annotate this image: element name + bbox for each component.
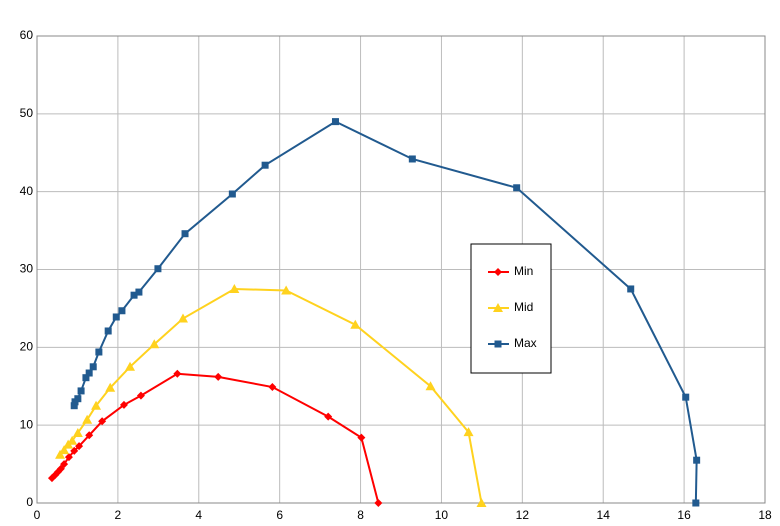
legend-marker bbox=[494, 340, 502, 348]
marker bbox=[281, 285, 292, 295]
marker bbox=[130, 291, 138, 299]
marker bbox=[112, 313, 120, 321]
marker bbox=[268, 383, 277, 392]
marker bbox=[173, 369, 182, 378]
marker bbox=[324, 412, 333, 421]
marker bbox=[70, 446, 79, 455]
y-tick-label: 10 bbox=[20, 417, 34, 431]
marker bbox=[72, 427, 83, 437]
marker bbox=[82, 414, 93, 424]
marker bbox=[331, 118, 339, 126]
y-tick-label: 30 bbox=[20, 262, 34, 276]
marker bbox=[67, 435, 78, 445]
marker bbox=[77, 387, 85, 395]
x-tick-label: 14 bbox=[597, 508, 611, 522]
y-tick-label: 20 bbox=[20, 340, 34, 354]
marker bbox=[98, 417, 107, 426]
marker bbox=[357, 433, 366, 442]
y-tick-label: 40 bbox=[20, 184, 34, 198]
marker bbox=[85, 431, 94, 440]
marker bbox=[55, 449, 66, 459]
legend-box bbox=[470, 243, 552, 374]
marker bbox=[463, 427, 474, 437]
x-tick-label: 4 bbox=[195, 508, 202, 522]
marker bbox=[135, 288, 143, 296]
marker bbox=[104, 327, 112, 335]
marker bbox=[229, 283, 240, 293]
y-tick-label: 50 bbox=[20, 106, 34, 120]
legend-label: Min bbox=[514, 264, 533, 278]
marker bbox=[408, 155, 416, 163]
marker bbox=[214, 372, 223, 381]
marker bbox=[60, 460, 69, 469]
marker bbox=[149, 339, 160, 349]
legend-label: Mid bbox=[514, 300, 533, 314]
marker bbox=[64, 453, 73, 462]
marker bbox=[136, 391, 145, 400]
marker bbox=[476, 498, 487, 507]
marker bbox=[261, 161, 269, 169]
marker bbox=[513, 184, 521, 192]
marker bbox=[89, 363, 97, 371]
series-line bbox=[59, 287, 483, 504]
marker bbox=[74, 395, 82, 403]
marker bbox=[154, 265, 162, 273]
marker bbox=[70, 402, 78, 410]
x-tick-label: 2 bbox=[115, 508, 122, 522]
marker bbox=[425, 381, 436, 391]
marker bbox=[627, 285, 635, 293]
marker bbox=[350, 319, 361, 329]
x-tick-label: 0 bbox=[34, 508, 41, 522]
x-tick-label: 16 bbox=[677, 508, 691, 522]
marker bbox=[118, 307, 126, 315]
marker bbox=[693, 456, 701, 464]
plot-border bbox=[36, 35, 766, 504]
y-tick-label: 60 bbox=[20, 28, 34, 42]
marker bbox=[85, 369, 93, 377]
x-tick-label: 18 bbox=[758, 508, 772, 522]
marker bbox=[91, 400, 102, 410]
legend-marker bbox=[494, 268, 502, 276]
marker bbox=[178, 313, 189, 323]
legend-marker bbox=[493, 303, 503, 312]
marker bbox=[181, 230, 189, 238]
marker bbox=[682, 393, 690, 401]
marker bbox=[119, 400, 128, 409]
legend-label: Max bbox=[514, 336, 537, 350]
marker bbox=[82, 374, 90, 382]
marker bbox=[105, 382, 116, 392]
marker bbox=[374, 499, 383, 507]
marker bbox=[59, 445, 70, 455]
x-tick-label: 12 bbox=[516, 508, 530, 522]
x-tick-label: 6 bbox=[276, 508, 283, 522]
marker bbox=[95, 348, 103, 356]
marker bbox=[228, 190, 236, 198]
marker bbox=[692, 499, 700, 507]
x-tick-label: 10 bbox=[435, 508, 449, 522]
marker bbox=[125, 361, 136, 371]
y-tick-label: 0 bbox=[26, 495, 33, 509]
marker bbox=[75, 442, 84, 451]
series-line bbox=[51, 372, 380, 504]
x-tick-label: 8 bbox=[357, 508, 364, 522]
